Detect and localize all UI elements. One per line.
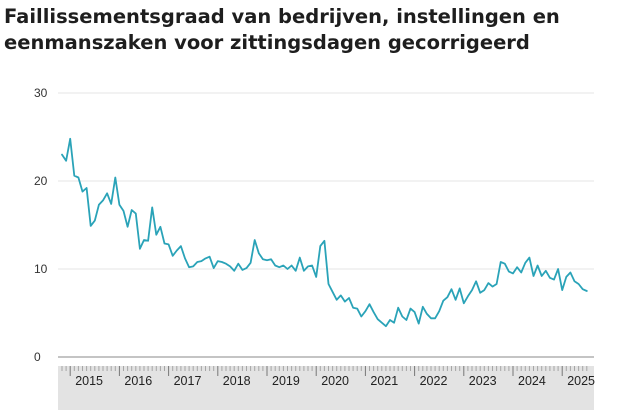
x-tick-label: 2016 (124, 374, 152, 388)
x-tick-label: 2018 (223, 374, 251, 388)
x-tick-label: 2021 (370, 374, 398, 388)
chart-title-line-1: Faillissementsgraad van bedrijven, inste… (4, 5, 560, 28)
x-tick-label: 2015 (75, 374, 103, 388)
y-axis-tick-labels: 0 10 20 30 (34, 86, 48, 364)
x-tick-label: 2024 (518, 374, 546, 388)
chart-title: Faillissementsgraad van bedrijven, inste… (4, 4, 614, 56)
series-group (61, 137, 588, 328)
y-tick-label: 10 (34, 262, 48, 276)
x-tick-label: 2019 (272, 374, 300, 388)
x-tick-label: 2022 (420, 374, 448, 388)
x-axis-band: 2015 2016 2017 2018 2019 2020 2021 2022 2023 2024… (58, 366, 595, 410)
y-tick-label: 20 (34, 174, 48, 188)
gridlines (58, 92, 594, 358)
x-tick-label: 2023 (469, 374, 497, 388)
y-tick-label: 30 (34, 86, 48, 100)
x-tick-label: 2017 (174, 374, 202, 388)
x-axis-band-background (58, 366, 594, 410)
x-tick-label: 2020 (321, 374, 349, 388)
chart-title-line-2: eenmanszaken voor zittingsdagen gecorrig… (4, 31, 530, 54)
series-line (61, 137, 588, 328)
x-tick-label: 2025 (567, 374, 595, 388)
y-tick-label: 0 (34, 350, 41, 364)
